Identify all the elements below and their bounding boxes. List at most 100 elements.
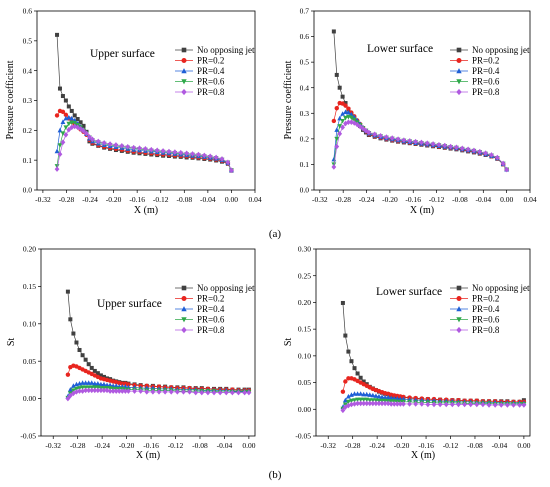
data-point-pr-0-8 bbox=[436, 141, 442, 148]
x-tick-label: -0.04 bbox=[475, 195, 491, 204]
legend-label-pr-0-8: PR=0.8 bbox=[472, 87, 500, 97]
data-point-pr-0-2 bbox=[343, 103, 348, 108]
data-point-pr-0-4 bbox=[107, 382, 113, 388]
data-point-pr-0-8 bbox=[517, 402, 523, 408]
data-point-pr-0-8 bbox=[364, 400, 370, 407]
data-point-pr-0-8 bbox=[148, 146, 154, 153]
x-tick-label: -0.28 bbox=[59, 195, 75, 204]
data-point-pr-0-6 bbox=[334, 136, 340, 142]
data-point-pr-0-4 bbox=[67, 387, 73, 392]
data-point-pr-0-8 bbox=[211, 389, 217, 396]
x-tick-label: -0.32 bbox=[35, 195, 51, 204]
data-point-pr-0-8 bbox=[442, 142, 448, 149]
data-point-pr-0-6 bbox=[348, 115, 354, 121]
data-point-pr-0-8 bbox=[448, 143, 454, 150]
data-point-pr-0-8 bbox=[489, 152, 494, 158]
data-point-pr-0-6 bbox=[346, 399, 351, 405]
data-point-pr-0-4 bbox=[89, 380, 95, 385]
data-point-pr-0-8 bbox=[89, 136, 95, 143]
y-tick-label: 0.2 bbox=[23, 126, 33, 135]
data-point-pr-0-8 bbox=[98, 387, 104, 394]
data-point-no-jet bbox=[346, 349, 351, 354]
y-tick-label: 0.6 bbox=[300, 32, 310, 41]
data-point-pr-0-8 bbox=[407, 138, 413, 144]
data-point-pr-0-8 bbox=[219, 156, 225, 162]
data-point-pr-0-4 bbox=[113, 383, 119, 388]
plot-frame bbox=[315, 248, 531, 437]
panel-label-a: (a) bbox=[269, 228, 282, 240]
data-point-no-jet bbox=[349, 359, 354, 364]
data-point-pr-0-8 bbox=[383, 134, 389, 140]
legend-marker-no-jet bbox=[456, 285, 462, 291]
data-point-pr-0-2 bbox=[126, 382, 131, 387]
data-point-pr-0-6 bbox=[343, 115, 348, 121]
y-tick-label: 0.15 bbox=[23, 282, 36, 291]
y-tick-label: 0.4 bbox=[300, 83, 310, 92]
data-point-pr-0-8 bbox=[144, 389, 150, 395]
y-tick-label: 0.25 bbox=[298, 271, 311, 280]
data-point-pr-0-8 bbox=[242, 389, 248, 396]
data-point-pr-0-4 bbox=[342, 397, 348, 403]
x-tick-label: -0.28 bbox=[345, 441, 361, 450]
data-point-pr-0-8 bbox=[337, 130, 343, 137]
data-point-pr-0-8 bbox=[119, 388, 125, 394]
data-point-pr-0-2 bbox=[346, 106, 351, 111]
x-tick-label: -0.04 bbox=[492, 441, 508, 450]
y-tick-label: 0.20 bbox=[298, 298, 311, 307]
data-point-no-jet bbox=[78, 120, 83, 125]
data-point-pr-0-8 bbox=[229, 167, 234, 174]
y-tick-label: -0.05 bbox=[295, 432, 311, 441]
data-point-pr-0-8 bbox=[430, 141, 436, 147]
y-tick-label: 0.3 bbox=[23, 96, 33, 105]
y-tick-label: 0.30 bbox=[298, 245, 311, 254]
data-point-pr-0-4 bbox=[60, 119, 66, 124]
data-point-pr-0-4 bbox=[370, 392, 376, 398]
data-point-no-jet bbox=[63, 98, 68, 103]
data-point-pr-0-6 bbox=[358, 397, 364, 403]
data-point-pr-0-8 bbox=[89, 387, 95, 394]
data-point-pr-0-8 bbox=[394, 401, 400, 407]
x-tick-label: 0.00 bbox=[242, 441, 255, 450]
data-point-pr-0-6 bbox=[337, 124, 343, 129]
data-point-pr-0-8 bbox=[395, 136, 401, 142]
data-point-pr-0-4 bbox=[346, 393, 351, 399]
legend-label-no-jet: No opposing jet bbox=[197, 45, 255, 55]
x-axis-label: X (m) bbox=[134, 205, 158, 216]
x-tick-label: 0.04 bbox=[248, 195, 261, 204]
x-tick-label: -0.28 bbox=[335, 195, 351, 204]
data-point-pr-0-8 bbox=[361, 400, 367, 407]
data-point-pr-0-8 bbox=[125, 143, 131, 150]
data-point-pr-0-8 bbox=[113, 388, 119, 394]
data-point-no-jet bbox=[86, 362, 91, 367]
data-point-pr-0-6 bbox=[361, 397, 367, 403]
series-line-pr-0-4 bbox=[333, 111, 507, 170]
data-point-pr-0-8 bbox=[378, 132, 383, 139]
data-point-no-jet bbox=[89, 365, 94, 370]
data-point-pr-0-4 bbox=[379, 394, 385, 399]
data-point-pr-0-8 bbox=[376, 400, 382, 407]
data-point-pr-0-2 bbox=[60, 109, 66, 115]
data-point-pr-0-8 bbox=[178, 149, 184, 156]
data-point-pr-0-8 bbox=[65, 395, 71, 402]
data-point-pr-0-8 bbox=[449, 401, 455, 408]
x-tick-label: -0.20 bbox=[382, 195, 398, 204]
data-point-pr-0-8 bbox=[66, 126, 72, 133]
legend-label-pr-0-2: PR=0.2 bbox=[472, 56, 499, 66]
data-point-no-jet bbox=[352, 366, 357, 371]
data-point-pr-0-4 bbox=[340, 111, 346, 116]
x-tick-label: -0.28 bbox=[70, 441, 86, 450]
x-axis-label: X (m) bbox=[410, 205, 434, 216]
y-tick-label: 0.6 bbox=[23, 7, 33, 16]
x-tick-label: -0.12 bbox=[153, 195, 169, 204]
data-point-pr-0-8 bbox=[379, 400, 385, 407]
data-point-pr-0-6 bbox=[352, 398, 357, 403]
data-point-pr-0-8 bbox=[352, 401, 357, 407]
data-point-pr-0-8 bbox=[349, 401, 354, 408]
data-point-pr-0-4 bbox=[104, 382, 110, 388]
data-point-pr-0-8 bbox=[160, 148, 166, 154]
data-point-pr-0-4 bbox=[346, 109, 351, 115]
legend-label-pr-0-2: PR=0.2 bbox=[197, 294, 224, 304]
data-point-pr-0-8 bbox=[229, 389, 235, 396]
surface-annotation: Upper surface bbox=[97, 298, 162, 310]
data-point-pr-0-8 bbox=[207, 153, 213, 160]
